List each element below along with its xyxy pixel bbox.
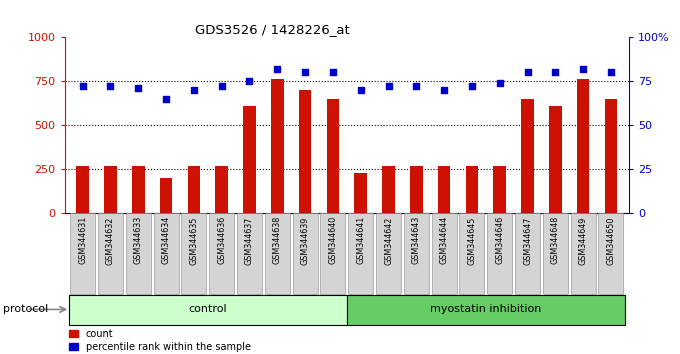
Text: GSM344642: GSM344642 [384,216,393,265]
Point [105,84,116,89]
Bar [347,295,625,325]
Text: GSM344631: GSM344631 [78,216,87,264]
Bar [487,213,512,293]
Bar [605,99,617,213]
Point [244,78,255,84]
Bar [376,213,401,293]
Bar [515,213,540,293]
Bar [98,213,123,293]
Bar [76,166,89,213]
Bar [549,106,562,213]
Bar [577,79,590,213]
Bar [598,213,624,293]
Text: GSM344641: GSM344641 [356,216,365,264]
Point [494,80,505,86]
Point [466,84,477,89]
Bar [299,90,311,213]
Bar [382,166,395,213]
Text: GSM344646: GSM344646 [495,216,504,264]
Bar [571,213,596,293]
Bar [216,166,228,213]
Bar [154,213,179,293]
Bar [494,166,506,213]
Bar [543,213,568,293]
Point [216,84,227,89]
Bar [126,213,151,293]
Bar [438,166,450,213]
Point [578,66,589,72]
Point [522,69,533,75]
Bar [237,213,262,293]
Bar [104,166,117,213]
Bar [522,99,534,213]
Legend: count, percentile rank within the sample: count, percentile rank within the sample [69,329,251,352]
Bar [348,213,373,293]
Point [133,85,143,91]
Point [605,69,616,75]
Text: GSM344638: GSM344638 [273,216,282,264]
Text: GSM344644: GSM344644 [439,216,449,264]
Text: GSM344634: GSM344634 [162,216,171,264]
Point [550,69,561,75]
Bar [209,213,234,293]
Point [355,87,366,93]
Text: GSM344632: GSM344632 [106,216,115,265]
Point [411,84,422,89]
Point [439,87,449,93]
Text: GSM344637: GSM344637 [245,216,254,265]
Bar [271,79,284,213]
Bar [432,213,457,293]
Bar [70,213,95,293]
Text: GSM344647: GSM344647 [523,216,532,265]
Bar [326,99,339,213]
Text: myostatin inhibition: myostatin inhibition [430,304,541,314]
Bar [404,213,429,293]
Text: GSM344650: GSM344650 [607,216,615,265]
Bar [160,178,172,213]
Bar [188,166,200,213]
Text: control: control [188,304,227,314]
Text: GSM344648: GSM344648 [551,216,560,264]
Text: GSM344639: GSM344639 [301,216,309,265]
Bar [182,213,207,293]
Text: protocol: protocol [3,304,49,314]
Text: GDS3526 / 1428226_at: GDS3526 / 1428226_at [194,23,350,36]
Point [383,84,394,89]
Point [188,87,199,93]
Bar [132,166,145,213]
Bar [265,213,290,293]
Bar [410,166,422,213]
Text: GSM344640: GSM344640 [328,216,337,264]
Text: GSM344643: GSM344643 [412,216,421,264]
Bar [354,173,367,213]
Point [160,96,171,102]
Point [272,66,283,72]
Bar [460,213,484,293]
Text: GSM344636: GSM344636 [217,216,226,264]
Bar [292,213,318,293]
Text: GSM344649: GSM344649 [579,216,588,265]
Bar [69,295,347,325]
Bar [243,106,256,213]
Text: GSM344635: GSM344635 [190,216,199,265]
Text: GSM344645: GSM344645 [467,216,477,265]
Point [328,69,339,75]
Bar [320,213,345,293]
Point [78,84,88,89]
Point [300,69,311,75]
Bar [466,166,478,213]
Text: GSM344633: GSM344633 [134,216,143,264]
